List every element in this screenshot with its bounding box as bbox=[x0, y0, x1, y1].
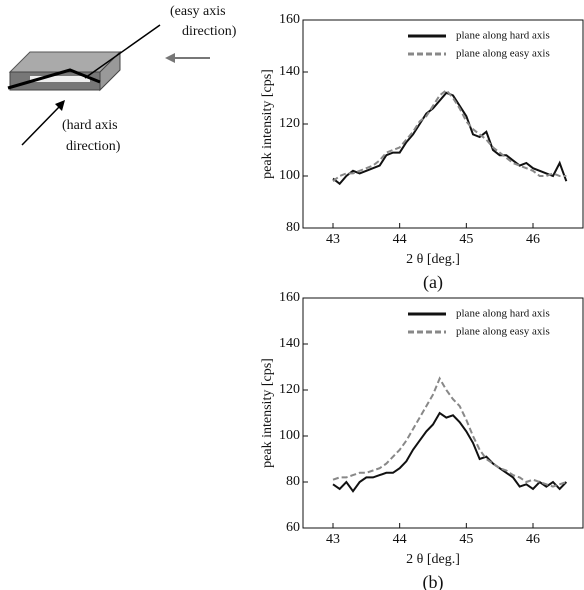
x-tick-label: 45 bbox=[459, 232, 473, 247]
legend-label: plane along easy axis bbox=[456, 326, 550, 338]
hard-arrow bbox=[21, 105, 61, 146]
data-line bbox=[332, 88, 567, 182]
hard-axis-label: direction) bbox=[66, 139, 121, 154]
sample-diagram: (easy axis direction) (hard axis directi… bbox=[7, 4, 237, 154]
hard-arrowhead bbox=[55, 100, 65, 111]
y-tick-label: 140 bbox=[279, 336, 300, 351]
x-axis-label: 2 θ [deg.] bbox=[406, 552, 460, 567]
y-tick-label: 160 bbox=[279, 290, 300, 305]
data-line bbox=[332, 376, 567, 488]
legend-label: plane along easy axis bbox=[456, 48, 550, 60]
x-tick-label: 44 bbox=[393, 232, 407, 247]
panel-label: (a) bbox=[423, 272, 443, 293]
legend-label: plane along hard axis bbox=[456, 308, 550, 320]
x-tick-label: 43 bbox=[326, 532, 340, 547]
legend-label: plane along hard axis bbox=[456, 30, 550, 42]
y-tick-label: 120 bbox=[279, 116, 300, 131]
panel-label: (b) bbox=[423, 572, 444, 590]
easy-arrowhead bbox=[165, 53, 175, 63]
y-tick-label: 80 bbox=[286, 220, 300, 235]
y-tick-label: 120 bbox=[279, 382, 300, 397]
stripe bbox=[30, 76, 90, 82]
data-line bbox=[332, 411, 568, 493]
y-axis-label: peak intensity [cps] bbox=[260, 69, 275, 179]
x-tick-label: 46 bbox=[526, 232, 540, 247]
x-tick-label: 44 bbox=[393, 532, 407, 547]
easy-axis-label: (easy axis bbox=[170, 4, 226, 19]
hard-axis-path bbox=[7, 68, 101, 90]
x-tick-label: 43 bbox=[326, 232, 340, 247]
y-tick-label: 160 bbox=[279, 12, 300, 27]
x-tick-label: 46 bbox=[526, 532, 540, 547]
x-axis-label: 2 θ [deg.] bbox=[406, 252, 460, 267]
hard-axis-label: (hard axis bbox=[62, 118, 118, 133]
easy-axis-label: direction) bbox=[182, 24, 237, 39]
easy-axis-line bbox=[84, 24, 161, 79]
y-tick-label: 80 bbox=[286, 474, 300, 489]
plot-frame bbox=[302, 297, 584, 529]
x-tick-label: 45 bbox=[459, 532, 473, 547]
y-tick-label: 140 bbox=[279, 64, 300, 79]
y-tick-label: 60 bbox=[286, 520, 300, 535]
y-axis-label: peak intensity [cps] bbox=[260, 358, 275, 468]
y-tick-label: 100 bbox=[279, 168, 300, 183]
y-tick-label: 100 bbox=[279, 428, 300, 443]
